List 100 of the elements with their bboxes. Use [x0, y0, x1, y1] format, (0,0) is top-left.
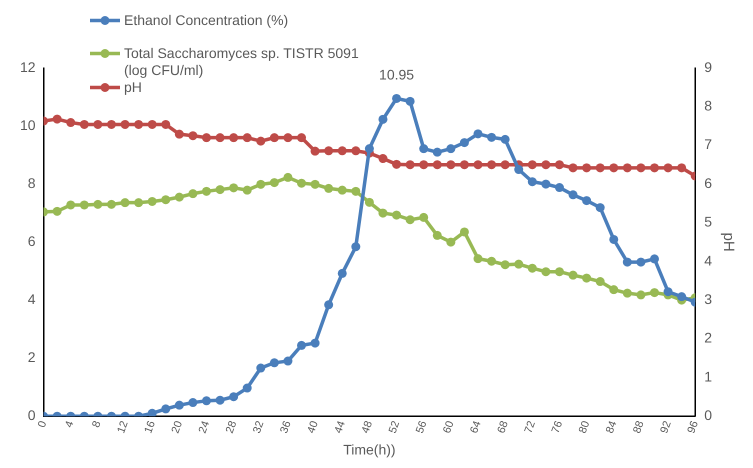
point [364, 144, 374, 154]
point [554, 267, 564, 276]
point [596, 203, 605, 212]
point [283, 356, 292, 366]
point [446, 144, 456, 154]
point [677, 163, 686, 172]
point [106, 120, 116, 129]
point [514, 165, 524, 174]
point [216, 133, 225, 142]
point [216, 396, 225, 405]
x-tick-label: 40 [305, 419, 321, 435]
point [270, 178, 279, 188]
point [554, 183, 564, 192]
point [650, 254, 659, 264]
point [161, 195, 170, 204]
point [474, 129, 482, 138]
x-tick-label: 16 [142, 419, 158, 435]
x-tick-label: 24 [196, 419, 212, 435]
point [582, 163, 592, 172]
x-tick-label: 4 [63, 419, 76, 430]
y-tick-label: 10 [20, 116, 36, 133]
point [636, 290, 646, 300]
point [242, 133, 252, 142]
x-tick-label: 84 [604, 419, 620, 435]
x-tick-label: 92 [658, 419, 674, 435]
legend-label: Ethanol Concentration (%) [124, 12, 288, 29]
point [229, 183, 238, 192]
point [216, 185, 225, 194]
point [582, 274, 592, 283]
point [80, 120, 89, 129]
x-tick-label: 68 [495, 419, 511, 435]
point [283, 172, 292, 182]
point [202, 396, 211, 406]
point [474, 254, 482, 264]
x-tick-label: 64 [468, 419, 484, 435]
annotation: 10.95 [379, 66, 414, 82]
point [229, 392, 238, 402]
point [460, 227, 469, 236]
y-tick-label: 12 [20, 58, 36, 75]
point [174, 192, 184, 202]
y-tick-label: 8 [28, 174, 36, 191]
y-tick-label: 2 [28, 349, 36, 366]
point [229, 133, 238, 142]
point [500, 134, 510, 144]
point [80, 200, 89, 210]
point [596, 163, 605, 172]
point [256, 136, 266, 146]
point [460, 160, 469, 170]
point [310, 338, 320, 348]
point [500, 160, 510, 170]
x-tick-label: 0 [36, 419, 50, 430]
point [528, 264, 537, 273]
point [297, 340, 306, 350]
point [514, 260, 524, 269]
point [351, 242, 360, 252]
point [324, 184, 334, 193]
x-tick-label: 60 [441, 419, 457, 435]
point [664, 287, 673, 296]
point [500, 260, 510, 270]
point [120, 120, 130, 129]
x-tick-label: 48 [360, 419, 376, 435]
y2-axis-title: pH [720, 232, 737, 252]
point [338, 146, 347, 156]
point [120, 198, 130, 208]
point [378, 114, 388, 124]
y2-tick-label: 3 [704, 290, 712, 307]
point [582, 196, 592, 206]
point [650, 163, 659, 172]
point [622, 288, 632, 298]
point [487, 132, 496, 142]
point [392, 210, 402, 220]
point [378, 208, 388, 218]
point [270, 133, 279, 142]
point [324, 300, 334, 310]
point [310, 180, 320, 189]
point [364, 198, 374, 207]
point [568, 270, 578, 280]
point [242, 186, 252, 195]
point [487, 160, 496, 170]
point [419, 212, 428, 222]
point [541, 267, 550, 276]
point [52, 114, 62, 124]
point [596, 277, 605, 286]
point [338, 186, 347, 195]
point [134, 198, 144, 208]
point [432, 230, 442, 240]
point [310, 146, 320, 156]
point [202, 186, 211, 196]
x-tick-label: 36 [278, 419, 294, 435]
point [406, 215, 415, 224]
x-tick-label: 28 [224, 419, 240, 435]
point [52, 206, 62, 216]
y2-tick-label: 7 [704, 136, 712, 152]
point [636, 258, 646, 267]
point [432, 160, 442, 170]
point [487, 256, 496, 266]
x-tick-label: 20 [170, 419, 185, 435]
y2-tick-label: 9 [704, 58, 712, 75]
point [256, 364, 266, 373]
y2-tick-label: 4 [704, 252, 712, 268]
